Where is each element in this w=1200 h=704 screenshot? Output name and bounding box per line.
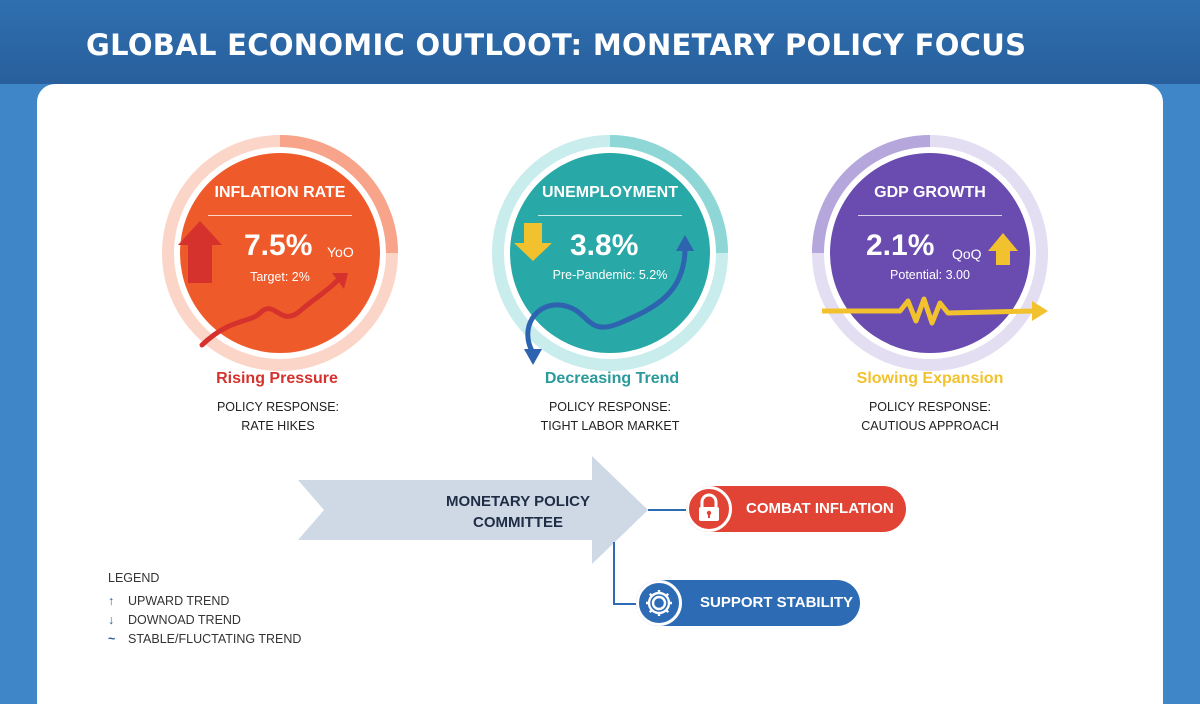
gdp-trend-label: Slowing Expansion	[856, 370, 1004, 387]
committee-line1: MONETARY POLICY	[446, 493, 590, 510]
connector-line	[613, 542, 642, 605]
committee-arrow	[298, 456, 690, 605]
inflation-divider	[208, 215, 352, 216]
combat-inflation-label: COMBAT INFLATION	[746, 500, 894, 517]
gdp-potential: Potential: 3.00	[890, 268, 970, 282]
gdp-divider	[858, 215, 1002, 216]
gear-icon	[636, 580, 682, 626]
committee-label: MONETARY POLICY COMMITTEE	[418, 491, 618, 533]
inflation-gauge	[162, 135, 398, 371]
page-title: GLOBAL ECONOMIC OUTLOOT: MONETARY POLICY…	[86, 28, 1027, 62]
inflation-unit: YoO	[327, 244, 354, 260]
legend-label: UPWARD TREND	[128, 594, 230, 608]
policy-value: RATE HIKES	[241, 419, 315, 433]
unemployment-value: 3.8%	[570, 229, 639, 262]
down-arrow-icon: ↓	[108, 613, 115, 627]
rising-trend-icon	[199, 277, 341, 348]
legend-label: STABLE/FLUCTATING TREND	[128, 632, 302, 646]
policy-heading: POLICY RESPONSE:	[548, 400, 672, 414]
inflation-policy: POLICY RESPONSE: RATE HIKES	[158, 398, 398, 436]
header-bar: GLOBAL ECONOMIC OUTLOOT: MONETARY POLICY…	[0, 0, 1200, 84]
policy-value: CAUTIOUS APPROACH	[861, 419, 999, 433]
unemployment-policy: POLICY RESPONSE: TIGHT LABOR MARKET	[490, 398, 730, 436]
unemployment-trend-label: Decreasing Trend	[544, 370, 680, 387]
unemployment-title: UNEMPLOYMENT	[542, 184, 678, 201]
combat-inflation-pill: COMBAT INFLATION	[686, 486, 906, 532]
lock-icon	[686, 486, 732, 532]
up-arrow-icon	[988, 233, 1018, 265]
inflation-title: INFLATION RATE	[214, 184, 346, 201]
unemployment-divider	[538, 215, 682, 216]
policy-heading: POLICY RESPONSE:	[868, 400, 992, 414]
unemployment-gauge	[492, 135, 728, 371]
tilde-icon: ~	[108, 632, 116, 646]
inflation-trend-label: Rising Pressure	[216, 370, 338, 387]
gdp-value: 2.1%	[866, 229, 935, 262]
up-arrow-icon: ↑	[108, 594, 115, 608]
gdp-policy: POLICY RESPONSE: CAUTIOUS APPROACH	[810, 398, 1050, 436]
inflation-value: 7.5%	[244, 229, 313, 262]
support-stability-label: SUPPORT STABILITY	[700, 594, 854, 611]
legend: LEGEND ↑ UPWARD TREND ↓ DOWNOAD TREND ~ STA…	[108, 571, 301, 651]
legend-item: ↓ DOWNOAD TREND	[108, 613, 301, 632]
decreasing-trend-icon	[525, 245, 688, 354]
policy-heading: POLICY RESPONSE:	[216, 400, 340, 414]
fluctuating-trend-icon	[822, 296, 1036, 326]
legend-label: DOWNOAD TREND	[128, 613, 241, 627]
gdp-unit: QoQ	[952, 246, 982, 262]
unemployment-prepandemic: Pre-Pandemic: 5.2%	[552, 268, 668, 282]
legend-item: ~ STABLE/FLUCTATING TREND	[108, 632, 301, 651]
legend-item: ↑ UPWARD TREND	[108, 594, 301, 613]
gdp-title: GDP GROWTH	[874, 184, 986, 201]
inflation-target: Target: 2%	[250, 270, 310, 284]
committee-line2: COMMITTEE	[473, 514, 563, 531]
support-stability-pill: SUPPORT STABILITY	[636, 580, 860, 626]
down-arrow-icon	[514, 223, 552, 261]
legend-title: LEGEND	[108, 571, 160, 585]
up-arrow-icon	[178, 221, 222, 283]
gdp-gauge	[812, 135, 1048, 371]
policy-value: TIGHT LABOR MARKET	[540, 419, 680, 433]
